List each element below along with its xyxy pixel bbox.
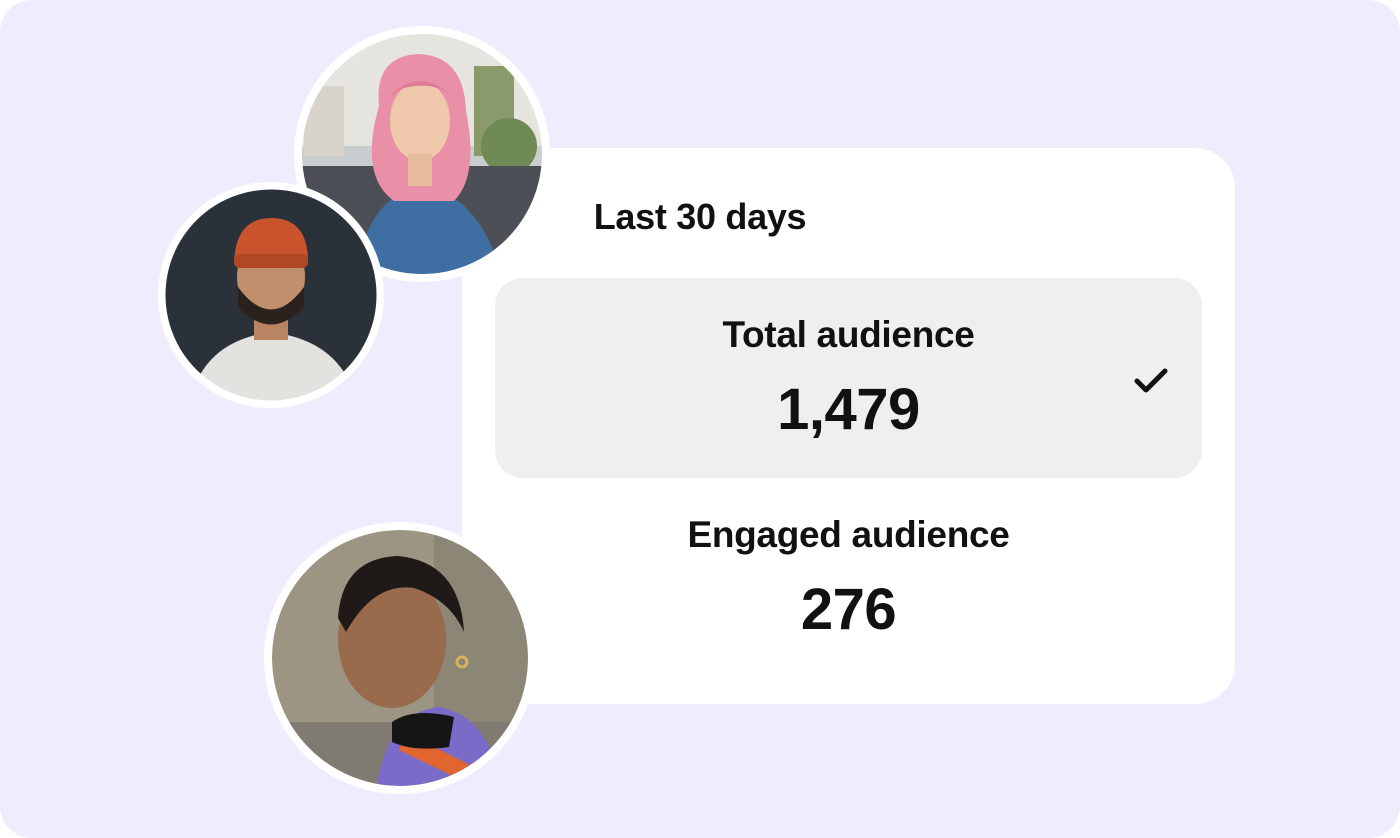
total-audience-value: 1,479 [777, 377, 920, 442]
person-photo-orange-beanie-icon [158, 182, 384, 408]
person-photo-short-hair-icon [264, 522, 536, 794]
engaged-audience-label: Engaged audience [687, 514, 1010, 555]
total-audience-label: Total audience [722, 314, 975, 355]
person-photo-pink-hair-icon [294, 26, 550, 282]
engaged-audience-option[interactable]: Engaged audience 276 [495, 478, 1202, 678]
check-icon [1134, 368, 1168, 393]
card-title: Last 30 days [593, 196, 807, 237]
person-photo-pink-hair-avatar [294, 26, 550, 282]
person-photo-orange-beanie-avatar [158, 182, 384, 408]
engaged-audience-value: 276 [800, 577, 897, 642]
person-photo-short-hair-avatar [264, 522, 536, 794]
total-audience-option[interactable]: Total audience 1,479 [495, 278, 1202, 478]
